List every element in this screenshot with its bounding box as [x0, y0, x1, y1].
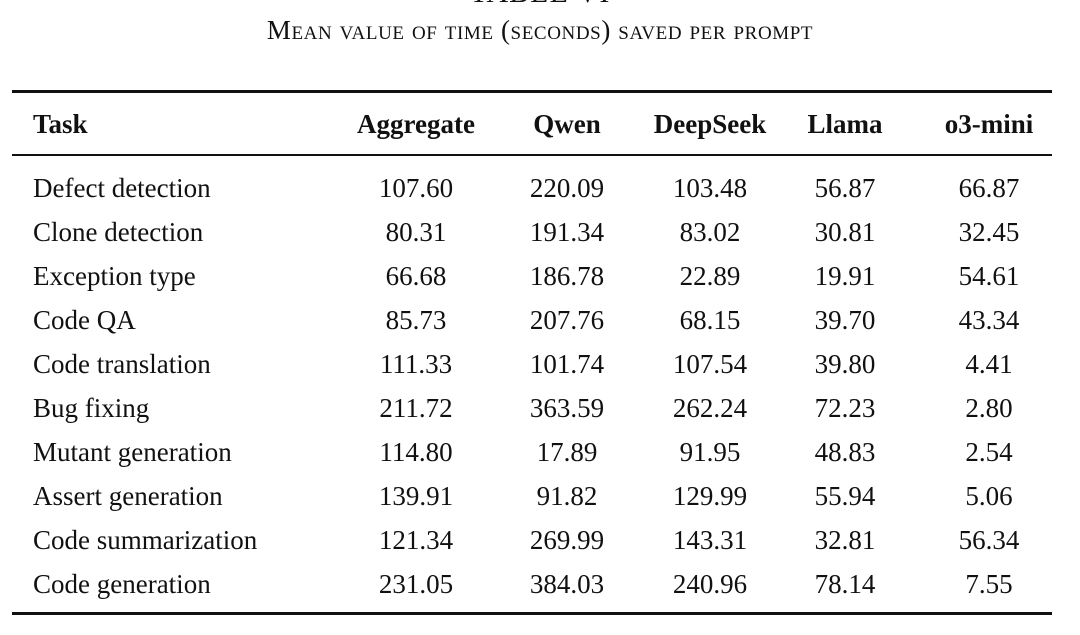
cell-deepseek: 83.02 — [679, 216, 741, 247]
table-label: TABLE VI — [0, 0, 1080, 8]
cell-deepseek: 68.15 — [679, 304, 741, 335]
cell-deepseek: 103.48 — [672, 172, 748, 203]
table-body: Defect detection 107.60 220.09 103.48 56.87 6… — [12, 166, 1073, 606]
cell-o3-mini: 66.87 — [958, 172, 1020, 203]
cell-aggregate: 139.91 — [378, 480, 454, 511]
cell-task: Code generation — [33, 568, 211, 599]
table-row: Code generation 231.05 384.03 240.96 78.14 7.… — [12, 562, 1073, 606]
cell-task: Exception type — [33, 260, 196, 291]
table-row: Exception type 66.68 186.78 22.89 19.91 54.61 — [12, 254, 1073, 298]
column-header-task: Task — [33, 108, 88, 139]
cell-task: Bug fixing — [33, 392, 150, 423]
cell-llama: 78.14 — [814, 568, 876, 599]
table-row: Bug fixing 211.72 363.59 262.24 72.23 2.80 — [12, 386, 1073, 430]
cell-llama: 39.80 — [814, 348, 876, 379]
table-row: Code QA 85.73 207.76 68.15 39.70 43.34 — [12, 298, 1073, 342]
cell-deepseek: 107.54 — [672, 348, 748, 379]
results-table: Defect detection 107.60 220.09 103.48 56.87 6… — [12, 166, 1073, 606]
cell-o3-mini: 2.80 — [965, 392, 1013, 423]
top-rule — [12, 90, 1052, 93]
table-row: Mutant generation 114.80 17.89 91.95 48.83 2.… — [12, 430, 1073, 474]
cell-o3-mini: 2.54 — [965, 436, 1013, 467]
cell-task: Code summarization — [33, 524, 258, 555]
cell-llama: 39.70 — [814, 304, 876, 335]
cell-llama: 19.91 — [814, 260, 876, 291]
cell-llama: 72.23 — [814, 392, 876, 423]
cell-task: Defect detection — [33, 172, 211, 203]
cell-qwen: 186.78 — [529, 260, 605, 291]
cell-task: Clone detection — [33, 216, 204, 247]
cell-o3-mini: 43.34 — [958, 304, 1020, 335]
cell-deepseek: 143.31 — [672, 524, 748, 555]
cell-aggregate: 231.05 — [378, 568, 454, 599]
cell-aggregate: 121.34 — [378, 524, 454, 555]
cell-task: Code QA — [33, 304, 136, 335]
cell-deepseek: 129.99 — [672, 480, 748, 511]
cell-aggregate: 80.31 — [385, 216, 447, 247]
cell-o3-mini: 32.45 — [958, 216, 1020, 247]
cell-o3-mini: 5.06 — [965, 480, 1013, 511]
cell-task: Mutant generation — [33, 436, 232, 467]
cell-llama: 56.87 — [814, 172, 876, 203]
cell-qwen: 17.89 — [536, 436, 598, 467]
cell-deepseek: 22.89 — [679, 260, 741, 291]
cell-aggregate: 211.72 — [379, 392, 453, 423]
cell-qwen: 191.34 — [529, 216, 605, 247]
cell-qwen: 207.76 — [529, 304, 605, 335]
column-header-qwen: Qwen — [533, 108, 601, 139]
cell-o3-mini: 4.41 — [965, 348, 1013, 379]
cell-task: Code translation — [33, 348, 211, 379]
table-row: Clone detection 80.31 191.34 83.02 30.81 32.4… — [12, 210, 1073, 254]
cell-o3-mini: 7.55 — [965, 568, 1013, 599]
table-header: Task Aggregate Qwen DeepSeek Llama o3-mi… — [12, 98, 1073, 150]
cell-qwen: 363.59 — [529, 392, 605, 423]
cell-o3-mini: 56.34 — [958, 524, 1020, 555]
cell-aggregate: 111.33 — [379, 348, 453, 379]
cell-qwen: 269.99 — [529, 524, 605, 555]
table-row: Assert generation 139.91 91.82 129.99 55.94 5… — [12, 474, 1073, 518]
cell-aggregate: 66.68 — [385, 260, 447, 291]
cell-deepseek: 262.24 — [672, 392, 748, 423]
cell-llama: 48.83 — [814, 436, 876, 467]
cell-qwen: 101.74 — [529, 348, 605, 379]
column-header-deepseek: DeepSeek — [653, 108, 767, 139]
header-rule — [12, 154, 1052, 156]
column-header-aggregate: Aggregate — [357, 108, 475, 139]
header-row: Task Aggregate Qwen DeepSeek Llama o3-mi… — [12, 98, 1073, 150]
cell-o3-mini: 54.61 — [958, 260, 1020, 291]
bottom-rule — [12, 612, 1052, 615]
column-header-llama: Llama — [807, 108, 883, 139]
table-row: Code summarization 121.34 269.99 143.31 32.8… — [12, 518, 1073, 562]
cell-deepseek: 240.96 — [672, 568, 748, 599]
table-caption: Mean value of time (seconds) saved per p… — [266, 15, 814, 45]
table-row: Defect detection 107.60 220.09 103.48 56.87 6… — [12, 166, 1073, 210]
cell-llama: 32.81 — [814, 524, 876, 555]
cell-deepseek: 91.95 — [679, 436, 741, 467]
cell-qwen: 384.03 — [529, 568, 605, 599]
cell-qwen: 91.82 — [536, 480, 598, 511]
cell-qwen: 220.09 — [529, 172, 605, 203]
cell-llama: 30.81 — [814, 216, 876, 247]
cell-aggregate: 85.73 — [385, 304, 447, 335]
cell-llama: 55.94 — [814, 480, 876, 511]
cell-aggregate: 107.60 — [378, 172, 454, 203]
table-row: Code translation 111.33 101.74 107.54 39.80 4… — [12, 342, 1073, 386]
cell-aggregate: 114.80 — [379, 436, 453, 467]
column-header-o3-mini: o3-mini — [944, 108, 1034, 139]
cell-task: Assert generation — [33, 480, 223, 511]
